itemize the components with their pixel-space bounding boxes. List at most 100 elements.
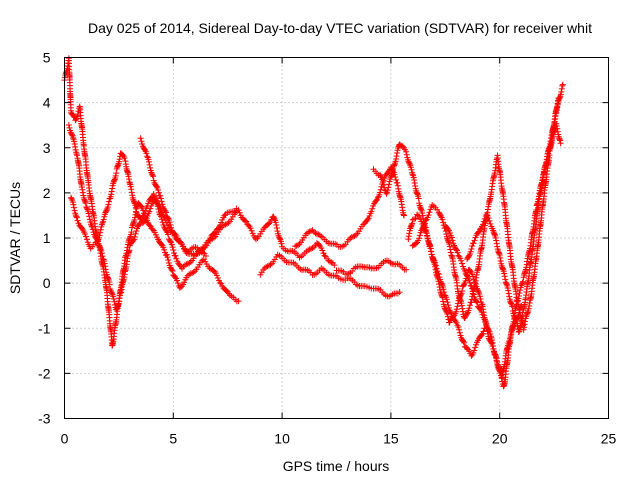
data-point <box>347 235 354 242</box>
data-point <box>235 298 242 305</box>
data-point <box>199 257 206 264</box>
data-point <box>267 261 274 268</box>
data-point <box>469 243 476 250</box>
data-point <box>464 345 471 352</box>
data-point <box>399 143 406 150</box>
data-point <box>455 323 462 330</box>
data-point <box>146 208 153 215</box>
data-point <box>163 251 170 258</box>
data-point <box>487 220 494 227</box>
data-point <box>305 229 312 236</box>
data-point <box>415 195 422 202</box>
data-point <box>470 291 477 298</box>
data-point <box>505 287 512 294</box>
data-point <box>469 285 476 292</box>
data-point <box>418 206 425 213</box>
data-point <box>312 230 319 237</box>
data-point <box>392 176 399 183</box>
data-point <box>172 274 179 281</box>
data-point <box>440 286 447 293</box>
data-point <box>466 277 473 284</box>
data-point <box>457 296 464 303</box>
data-point <box>127 231 134 238</box>
data-point <box>416 232 423 239</box>
series-7 <box>333 257 410 278</box>
data-point <box>377 172 384 179</box>
data-point <box>476 305 483 312</box>
data-point <box>445 302 452 309</box>
data-point <box>426 209 433 216</box>
series-2 <box>65 122 242 349</box>
data-point <box>403 148 410 155</box>
x-tick-label: 25 <box>601 431 617 447</box>
data-points <box>61 55 566 390</box>
axis-ticks <box>64 57 609 419</box>
data-point <box>459 305 466 312</box>
data-point <box>497 254 504 261</box>
data-point <box>128 229 135 236</box>
y-tick-label: 4 <box>43 95 51 111</box>
data-point <box>316 241 323 248</box>
data-point <box>435 209 442 216</box>
data-point <box>73 214 80 221</box>
data-point <box>521 324 528 331</box>
data-point <box>157 195 164 202</box>
data-point <box>453 246 460 253</box>
data-point <box>274 228 281 235</box>
data-point <box>559 82 566 89</box>
data-point <box>146 222 153 229</box>
data-point <box>494 358 501 365</box>
data-point <box>379 176 386 183</box>
data-point <box>473 341 480 348</box>
data-point <box>385 181 392 188</box>
data-point <box>516 290 523 297</box>
data-point <box>481 215 488 222</box>
data-point <box>271 215 278 222</box>
data-point <box>158 216 165 223</box>
data-point <box>471 347 478 354</box>
y-tick-labels: -3 -2 -1 0 1 2 3 4 5 <box>38 50 51 427</box>
data-point <box>409 216 416 223</box>
data-point <box>427 245 434 252</box>
data-point <box>388 171 395 178</box>
data-point <box>449 237 456 244</box>
data-point <box>111 177 118 184</box>
data-point <box>113 170 120 177</box>
data-point <box>468 352 475 359</box>
data-point <box>519 279 526 286</box>
data-point <box>512 315 519 322</box>
data-point <box>112 172 119 179</box>
data-point <box>202 253 209 260</box>
data-point <box>218 219 225 226</box>
data-point <box>223 220 230 227</box>
data-point <box>278 240 285 247</box>
data-point <box>143 150 150 157</box>
data-point <box>466 305 473 312</box>
data-point <box>464 273 471 280</box>
data-point <box>145 158 152 165</box>
data-point <box>196 249 203 256</box>
data-point <box>468 246 475 253</box>
data-point <box>506 293 513 300</box>
data-point <box>460 338 467 345</box>
data-point <box>147 164 154 171</box>
data-point <box>71 207 78 214</box>
data-point <box>130 220 137 227</box>
data-point <box>555 95 562 102</box>
data-point <box>430 258 437 265</box>
data-point <box>86 216 93 223</box>
data-point <box>313 230 320 237</box>
data-point <box>473 298 480 305</box>
data-point <box>485 215 492 222</box>
data-point <box>82 233 89 240</box>
data-point <box>348 234 355 241</box>
data-point <box>148 169 155 176</box>
data-point <box>149 226 156 233</box>
data-point <box>159 219 166 226</box>
data-point <box>305 247 312 254</box>
data-point <box>366 213 373 220</box>
data-point <box>502 276 509 283</box>
data-point <box>236 209 243 216</box>
data-point <box>501 273 508 280</box>
data-point <box>221 222 228 229</box>
